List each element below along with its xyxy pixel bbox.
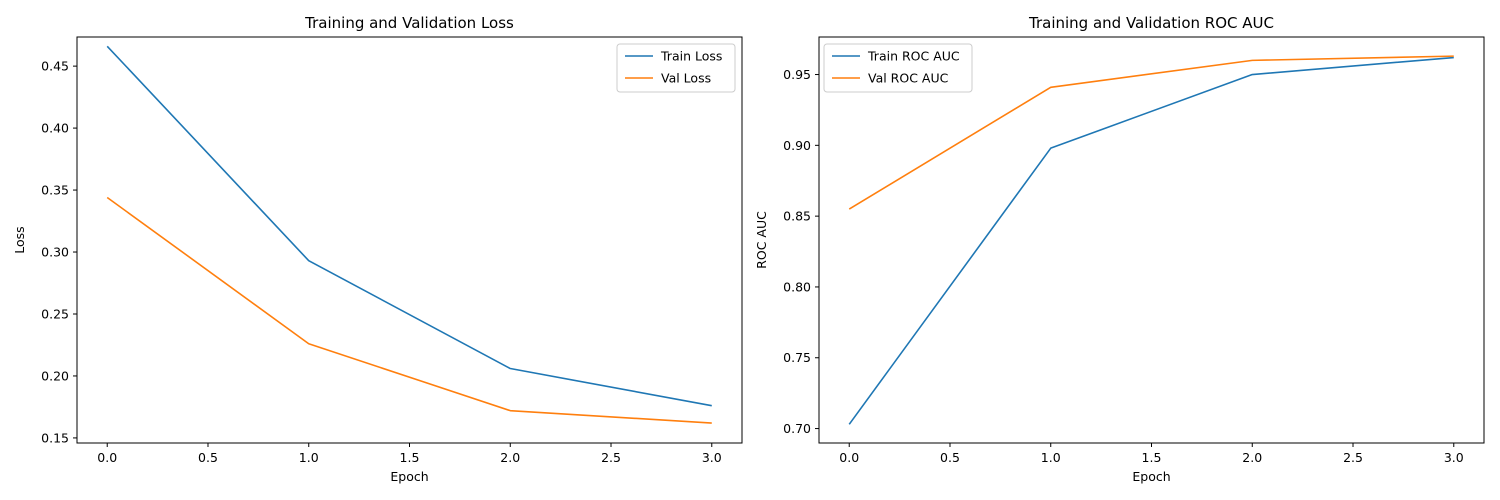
loss-chart-xtick-label: 2.5 (601, 450, 621, 465)
roc-auc-chart-ytick-label: 0.75 (783, 350, 811, 365)
roc-auc-chart: Training and Validation ROC AUC Epoch RO… (754, 14, 1485, 484)
loss-chart-xtick-label: 0.5 (198, 450, 218, 465)
roc-auc-chart-xtick-label: 2.0 (1242, 450, 1262, 465)
roc-auc-chart-xtick-label: 1.5 (1142, 450, 1162, 465)
roc-auc-chart-ytick-label: 0.80 (783, 279, 811, 294)
loss-chart-xtick-label: 0.0 (97, 450, 117, 465)
loss-chart-ylabel: Loss (12, 226, 27, 253)
roc-auc-chart-xtick-label: 0.5 (940, 450, 960, 465)
loss-chart-ytick-label: 0.45 (41, 59, 69, 74)
loss-chart-ytick-label: 0.35 (41, 183, 69, 198)
loss-chart-xtick-label: 1.0 (299, 450, 319, 465)
roc-auc-chart-ytick-label: 0.95 (783, 67, 811, 82)
loss-chart-ytick-label: 0.40 (41, 121, 69, 136)
loss-chart-legend-label-val: Val Loss (661, 71, 711, 86)
roc-auc-chart-xtick-label: 0.0 (839, 450, 859, 465)
loss-chart-xtick-label: 1.5 (400, 450, 420, 465)
roc-auc-chart-xlabel: Epoch (1132, 469, 1170, 484)
roc-auc-chart-title: Training and Validation ROC AUC (1028, 14, 1274, 32)
roc-auc-chart-legend: Train ROC AUC Val ROC AUC (823, 43, 973, 93)
roc-auc-chart-plot-frame (818, 36, 1485, 444)
loss-chart-ytick-label: 0.20 (41, 368, 69, 383)
roc-auc-chart-legend-label-train: Train ROC AUC (867, 49, 960, 64)
loss-chart-ytick-label: 0.15 (41, 430, 69, 445)
roc-auc-chart-legend-box (823, 43, 973, 93)
loss-chart-title: Training and Validation Loss (304, 14, 514, 32)
roc-auc-chart-ytick-label: 0.70 (783, 421, 811, 436)
loss-chart-series-train-line (106, 45, 712, 407)
roc-auc-chart-xtick-label: 2.5 (1343, 450, 1363, 465)
roc-auc-chart-xtick-label: 3.0 (1444, 450, 1464, 465)
roc-auc-chart-series-train-line (848, 56, 1454, 425)
loss-chart-xlabel: Epoch (390, 469, 428, 484)
loss-chart-xtick-label: 3.0 (702, 450, 722, 465)
roc-auc-chart-legend-label-val: Val ROC AUC (868, 71, 949, 86)
loss-chart-plot-frame (76, 36, 743, 444)
roc-auc-chart-ylabel: ROC AUC (754, 211, 769, 269)
roc-auc-chart-ytick-label: 0.90 (783, 138, 811, 153)
loss-chart: Training and Validation Loss Epoch Loss … (12, 14, 743, 484)
loss-chart-legend: Train Loss Val Loss (616, 43, 736, 93)
loss-chart-ytick-label: 0.30 (41, 245, 69, 260)
roc-auc-chart-series-val-line (848, 55, 1454, 210)
loss-chart-legend-label-train: Train Loss (660, 49, 722, 64)
roc-auc-chart-xtick-label: 1.0 (1041, 450, 1061, 465)
loss-chart-xtick-label: 2.0 (500, 450, 520, 465)
roc-auc-chart-ytick-label: 0.85 (783, 209, 811, 224)
loss-chart-ytick-label: 0.25 (41, 306, 69, 321)
loss-chart-series-val-line (106, 196, 712, 424)
